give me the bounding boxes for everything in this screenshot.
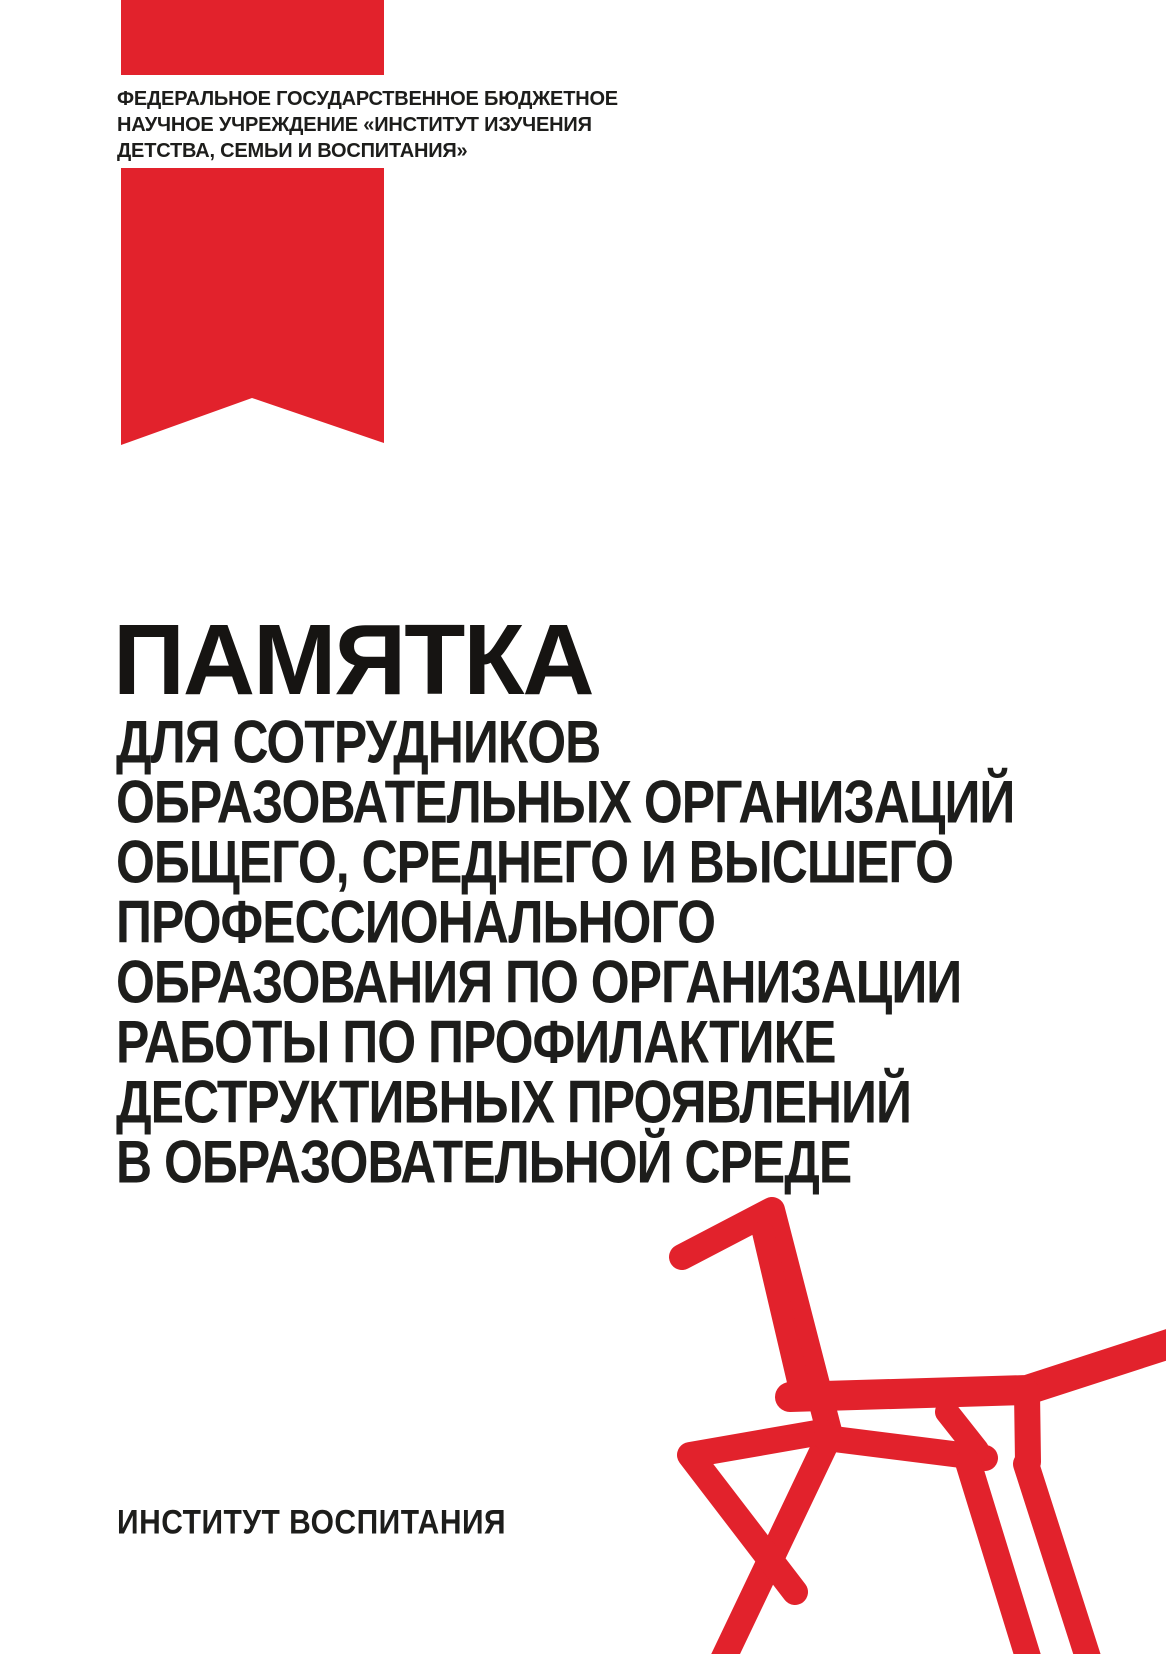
institution-name-line: ФЕДЕРАЛЬНОЕ ГОСУДАРСТВЕННОЕ БЮДЖЕТНОЕ [117, 88, 618, 110]
subtitle-line: ПРОФЕССИОНАЛЬНОГО [116, 888, 716, 956]
subtitle-line: ДЛЯ СОТРУДНИКОВ [116, 708, 601, 776]
institution-name-line: ДЕТСТВА, СЕМЬИ И ВОСПИТАНИЯ» [117, 140, 468, 162]
page-title: ПАМЯТКА [113, 604, 595, 716]
subtitle-line: ДЕСТРУКТИВНЫХ ПРОЯВЛЕНИЙ [116, 1068, 912, 1136]
subtitle-line: В ОБРАЗОВАТЕЛЬНОЙ СРЕДЕ [116, 1128, 852, 1196]
subtitle-line: ОБЩЕГО, СРЕДНЕГО И ВЫСШЕГО [116, 828, 954, 896]
institution-name: ФЕДЕРАЛЬНОЕ ГОСУДАРСТВЕННОЕ БЮДЖЕТНОЕ НА… [117, 86, 618, 164]
page-subtitle: ДЛЯ СОТРУДНИКОВ ОБРАЗОВАТЕЛЬНЫХ ОРГАНИЗА… [116, 708, 1015, 1196]
subtitle-line: ОБРАЗОВАНИЯ ПО ОРГАНИЗАЦИИ [116, 948, 962, 1016]
institution-name-line: НАУЧНОЕ УЧРЕЖДЕНИЕ «ИНСТИТУТ ИЗУЧЕНИЯ [117, 114, 592, 136]
subtitle-line: ОБРАЗОВАТЕЛЬНЫХ ОРГАНИЗАЦИЙ [116, 768, 1015, 836]
brand-logo-text: ИНСТИТУТ ВОСПИТАНИЯ [117, 1503, 507, 1542]
bookmark-ribbon-icon [121, 0, 384, 445]
child-drawing-horse-icon [669, 1197, 1166, 1654]
subtitle-line: РАБОТЫ ПО ПРОФИЛАКТИКЕ [116, 1008, 836, 1076]
